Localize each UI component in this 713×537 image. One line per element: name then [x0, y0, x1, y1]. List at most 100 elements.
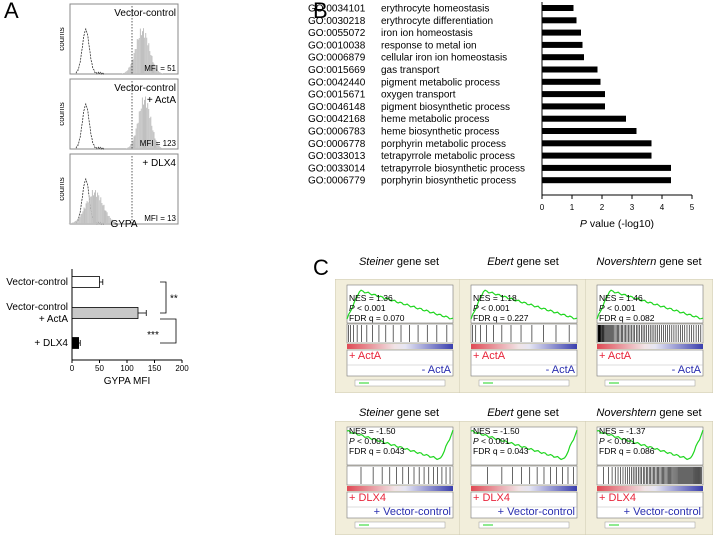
- histogram-bin: [156, 69, 158, 74]
- histogram-bin: [143, 104, 144, 149]
- gsea-rank-gradient: [347, 344, 453, 349]
- histogram-bin: [142, 31, 143, 74]
- histogram-bin: [137, 122, 139, 149]
- histogram-bin: [151, 55, 153, 74]
- go-bar: [542, 128, 637, 134]
- go-tick-label: 5: [690, 203, 695, 212]
- histogram-bin: [149, 118, 151, 149]
- histogram-bin: [83, 207, 85, 224]
- histogram-bin: [131, 143, 133, 149]
- gsea-title-suffix: gene set: [656, 407, 702, 419]
- histogram-bin: [155, 68, 157, 74]
- gsea-set-name: Steiner: [358, 407, 394, 419]
- histogram-bin: [76, 220, 78, 224]
- histogram-bin: [80, 213, 82, 224]
- gsea-nes: NES = 1.46: [599, 293, 643, 303]
- go-bar: [542, 164, 671, 171]
- gsea-title-suffix: gene set: [393, 256, 440, 268]
- gsea-title-suffix: gene set: [393, 407, 440, 419]
- histogram-xlabel: GYPA: [110, 219, 137, 230]
- gsea-es-curve: [596, 289, 704, 320]
- gsea-fdr: FDR q = 0.043: [473, 446, 529, 456]
- gsea-title-suffix: gene set: [513, 256, 559, 268]
- histogram-bin: [152, 62, 154, 74]
- histogram-bin: [75, 220, 77, 224]
- panel-label-c: C: [313, 255, 329, 280]
- histogram-bin: [69, 223, 71, 224]
- go-id-label: GO:0055072: [308, 28, 366, 39]
- gsea-title: Steiner gene set: [338, 256, 460, 268]
- histogram-bin: [147, 103, 149, 149]
- histogram-bin: [130, 144, 132, 149]
- gsea-fdr: FDR q = 0.086: [599, 446, 655, 456]
- go-term-label: tetrapyrrole biosynthetic process: [381, 163, 525, 174]
- gsea-right-phenotype: - ActA: [546, 364, 576, 376]
- gsea-es-curve: [596, 429, 704, 461]
- histogram-bin: [139, 28, 141, 75]
- gsea-rank-gradient: [597, 486, 703, 491]
- go-term-label: heme metabolic process: [381, 114, 489, 125]
- histogram-bin: [135, 49, 137, 74]
- histogram-bin: [116, 222, 117, 224]
- go-bar: [542, 66, 598, 73]
- go-xlabel: P value (-log10): [580, 218, 654, 230]
- gsea-p: P < 0.001: [599, 303, 636, 313]
- gsea-nes: NES = -1.50: [473, 426, 520, 436]
- histogram-bin: [147, 45, 149, 74]
- mfi-category-label: + DLX4: [34, 338, 68, 349]
- histogram-bin: [139, 110, 141, 149]
- gsea-left-phenotype: + ActA: [349, 350, 382, 362]
- gsea-left-phenotype: + ActA: [599, 350, 632, 362]
- histogram-bin: [130, 64, 132, 74]
- go-tick-label: 1: [570, 203, 575, 212]
- gsea-hits-frame: [346, 323, 454, 344]
- go-term-label: porphyrin biosynthetic process: [381, 176, 516, 187]
- histogram-bin: [162, 73, 163, 74]
- histogram-bin: [132, 140, 134, 149]
- gsea-fdr: FDR q = 0.043: [349, 446, 405, 456]
- significance-bracket: [160, 318, 177, 344]
- histogram-bin: [134, 49, 136, 74]
- gsea-set-name: Ebert: [487, 407, 514, 419]
- histogram-bin: [79, 217, 81, 224]
- histogram-bin: [134, 135, 136, 149]
- histogram-bin: [118, 223, 120, 224]
- histogram-bin: [81, 213, 83, 224]
- go-id-label: GO:0015669: [308, 65, 366, 76]
- histogram-bin: [152, 130, 154, 149]
- go-id-label: GO:0042168: [308, 114, 366, 125]
- mfi-label: MFI = 51: [144, 64, 176, 73]
- gsea-hits-frame: [470, 323, 578, 344]
- gsea-set-name: Steiner: [358, 256, 394, 268]
- histogram-bin: [145, 96, 146, 149]
- go-tick-label: 0: [540, 203, 545, 212]
- gsea-left-phenotype: + ActA: [473, 350, 506, 362]
- histogram-bin: [160, 147, 162, 149]
- histogram-condition-label-2: + ActA: [147, 95, 177, 106]
- histogram-bin: [157, 145, 159, 149]
- gsea-title-suffix: gene set: [513, 407, 559, 419]
- histogram-bin: [159, 147, 161, 149]
- histogram-bin: [149, 51, 151, 74]
- gsea-hits-frame: [346, 465, 454, 486]
- go-id-label: GO:0015671: [308, 90, 366, 101]
- histogram-bin: [122, 73, 123, 74]
- gsea-legend: [604, 379, 696, 387]
- gsea-legend: [478, 379, 570, 387]
- gsea-title: Steiner gene set: [338, 407, 460, 419]
- gsea-left-phenotype: + DLX4: [349, 492, 386, 504]
- gsea-nes: NES = -1.37: [599, 426, 646, 436]
- histogram-condition-label: + DLX4: [142, 158, 176, 169]
- gsea-es-frame: [596, 284, 704, 324]
- histogram-bin: [71, 222, 73, 224]
- histogram-bin: [98, 195, 100, 224]
- gsea-p: P < 0.001: [599, 436, 636, 446]
- histogram-bin: [127, 70, 129, 74]
- go-term-label: erythrocyte differentiation: [381, 16, 493, 27]
- histogram-bin: [78, 218, 80, 224]
- gsea-metric-frame: [346, 491, 454, 519]
- histogram-ylabel: counts: [60, 102, 66, 126]
